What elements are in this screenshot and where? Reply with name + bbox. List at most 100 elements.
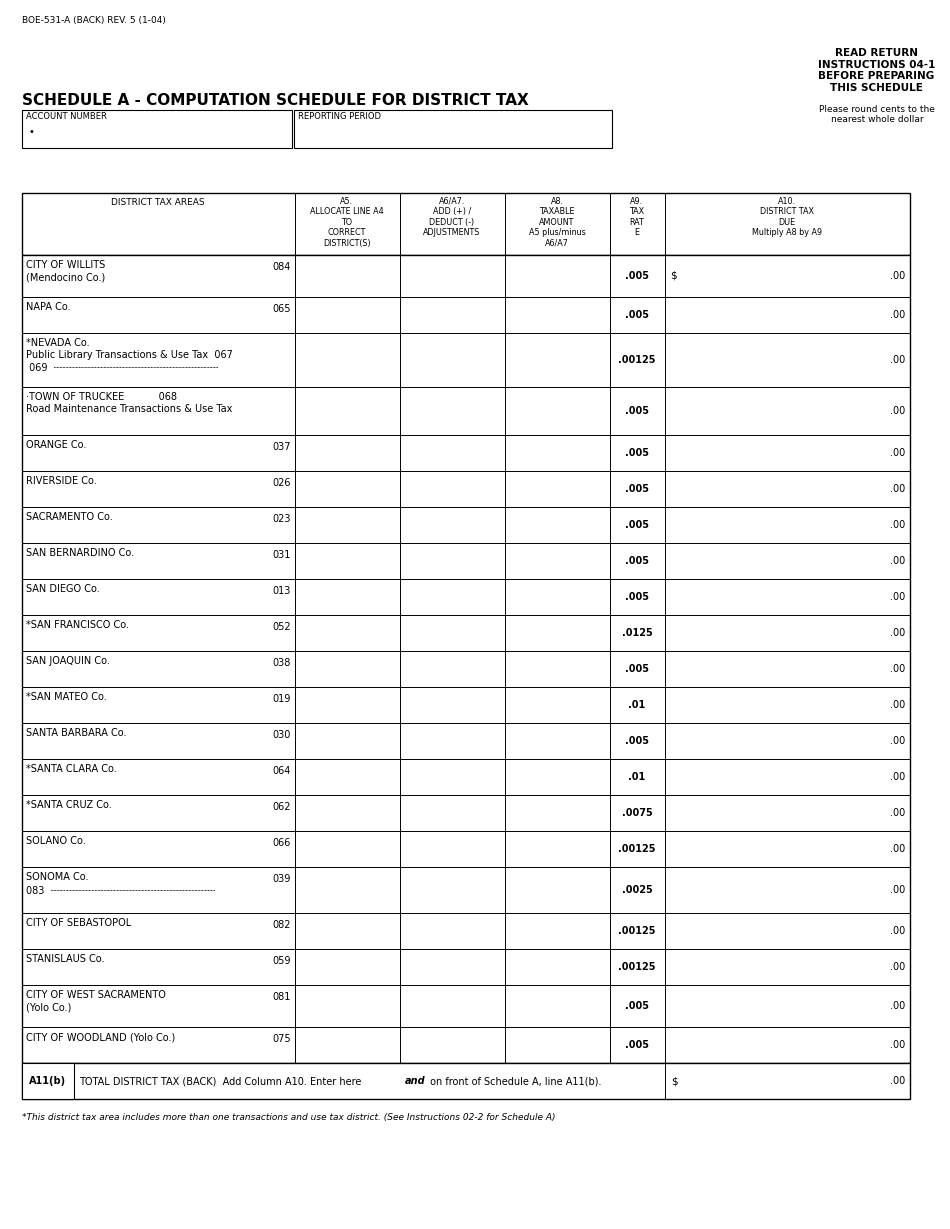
Text: .005: .005	[625, 1040, 649, 1050]
Text: 083  ┈┈┈┈┈┈┈┈┈┈┈┈┈┈┈┈┈┈┈┈┈┈┈┈┈┈┈┈: 083 ┈┈┈┈┈┈┈┈┈┈┈┈┈┈┈┈┈┈┈┈┈┈┈┈┈┈┈┈	[26, 886, 215, 896]
Text: .0075: .0075	[621, 807, 653, 819]
Text: ·TOWN OF TRUCKEE           068: ·TOWN OF TRUCKEE 068	[26, 392, 177, 402]
Text: .01: .01	[628, 701, 646, 710]
Text: .00: .00	[890, 355, 905, 365]
Text: 062: 062	[273, 803, 291, 812]
Text: 026: 026	[273, 478, 291, 488]
Text: BOE-531-A (BACK) REV. 5 (1-04): BOE-531-A (BACK) REV. 5 (1-04)	[22, 16, 166, 25]
Text: .00: .00	[890, 449, 905, 458]
Text: .00: .00	[890, 556, 905, 567]
Text: CITY OF WOODLAND (Yolo Co.): CITY OF WOODLAND (Yolo Co.)	[26, 1032, 175, 1042]
Text: REPORTING PERIOD: REPORTING PERIOD	[298, 112, 381, 120]
Text: .00: .00	[890, 592, 905, 602]
Bar	[294, 111, 612, 147]
Text: .0125: .0125	[621, 628, 653, 638]
Text: .005: .005	[625, 406, 649, 415]
Text: 084: 084	[273, 262, 291, 272]
Text: 013: 013	[273, 586, 291, 596]
Text: $: $	[671, 1077, 677, 1086]
Text: 052: 052	[273, 622, 291, 632]
Text: 037: 037	[273, 442, 291, 452]
Text: NAPA Co.: NAPA Co.	[26, 302, 70, 312]
Text: STANISLAUS Co.: STANISLAUS Co.	[26, 954, 104, 964]
Text: SAN BERNARDINO Co.: SAN BERNARDINO Co.	[26, 548, 134, 558]
Text: 075: 075	[273, 1034, 291, 1043]
Text: *SANTA CLARA Co.: *SANTA CLARA Co.	[26, 764, 117, 774]
Text: 023: 023	[273, 514, 291, 524]
Text: .005: .005	[625, 484, 649, 494]
Text: 038: 038	[273, 658, 291, 669]
Text: 069  ┈┈┈┈┈┈┈┈┈┈┈┈┈┈┈┈┈┈┈┈┈┈┈┈┈┈┈┈: 069 ┈┈┈┈┈┈┈┈┈┈┈┈┈┈┈┈┈┈┈┈┈┈┈┈┈┈┈┈	[26, 363, 219, 372]
Text: CITY OF SEBASTOPOL: CITY OF SEBASTOPOL	[26, 918, 131, 928]
Text: SOLANO Co.: SOLANO Co.	[26, 836, 86, 846]
Text: .00: .00	[890, 1000, 905, 1011]
Text: .0025: .0025	[621, 885, 653, 895]
Text: .00: .00	[890, 406, 905, 415]
Text: .005: .005	[625, 272, 649, 281]
Text: .00: .00	[890, 628, 905, 638]
Text: .00125: .00125	[618, 844, 656, 854]
Text: .00125: .00125	[618, 925, 656, 936]
Text: .00: .00	[890, 484, 905, 494]
Text: 064: 064	[273, 766, 291, 775]
Text: .00: .00	[890, 520, 905, 530]
Text: .005: .005	[625, 1000, 649, 1011]
Text: 019: 019	[273, 694, 291, 704]
Text: CITY OF WILLITS: CITY OF WILLITS	[26, 261, 105, 270]
Text: SONOMA Co.: SONOMA Co.	[26, 873, 88, 882]
Bar	[22, 111, 292, 147]
Text: .00: .00	[890, 885, 905, 895]
Text: $: $	[670, 272, 676, 281]
Text: .005: .005	[625, 310, 649, 320]
Text: .00125: .00125	[618, 962, 656, 972]
Text: 030: 030	[273, 730, 291, 740]
Text: ACCOUNT NUMBER: ACCOUNT NUMBER	[26, 112, 106, 120]
Text: .005: .005	[625, 556, 649, 567]
Text: *SANTA CRUZ Co.: *SANTA CRUZ Co.	[26, 800, 112, 810]
Bar	[22, 1063, 910, 1099]
Text: CITY OF WEST SACRAMENTO: CITY OF WEST SACRAMENTO	[26, 991, 166, 1000]
Text: Road Maintenance Transactions & Use Tax: Road Maintenance Transactions & Use Tax	[26, 404, 233, 414]
Text: (Yolo Co.): (Yolo Co.)	[26, 1002, 71, 1011]
Text: .00: .00	[890, 272, 905, 281]
Text: SCHEDULE A - COMPUTATION SCHEDULE FOR DISTRICT TAX: SCHEDULE A - COMPUTATION SCHEDULE FOR DI…	[22, 93, 529, 108]
Text: 039: 039	[273, 874, 291, 884]
Text: .00: .00	[890, 664, 905, 673]
Text: 082: 082	[273, 921, 291, 930]
Text: A10.
DISTRICT TAX
DUE
Multiply A8 by A9: A10. DISTRICT TAX DUE Multiply A8 by A9	[752, 197, 822, 237]
Text: Please round cents to the
nearest whole dollar: Please round cents to the nearest whole …	[819, 104, 935, 124]
Text: .00: .00	[890, 701, 905, 710]
Text: A6/A7.
ADD (+) /
DEDUCT (-)
ADJUSTMENTS: A6/A7. ADD (+) / DEDUCT (-) ADJUSTMENTS	[424, 197, 481, 237]
Text: SACRAMENTO Co.: SACRAMENTO Co.	[26, 512, 113, 522]
Text: READ RETURN
INSTRUCTIONS 04-1
BEFORE PREPARING
THIS SCHEDULE: READ RETURN INSTRUCTIONS 04-1 BEFORE PRE…	[818, 48, 935, 93]
Text: 031: 031	[273, 551, 291, 560]
Text: DISTRICT TAX AREAS: DISTRICT TAX AREAS	[111, 198, 205, 206]
Text: .01: .01	[628, 772, 646, 782]
Text: (Mendocino Co.): (Mendocino Co.)	[26, 272, 105, 281]
Text: .00: .00	[890, 1040, 905, 1050]
Text: A8.
TAXABLE
AMOUNT
A5 plus/minus
A6/A7: A8. TAXABLE AMOUNT A5 plus/minus A6/A7	[528, 197, 585, 247]
Text: SAN DIEGO Co.: SAN DIEGO Co.	[26, 584, 100, 594]
Text: .00: .00	[890, 310, 905, 320]
Text: on front of Schedule A, line A11(b).: on front of Schedule A, line A11(b).	[427, 1077, 601, 1086]
Text: .00: .00	[890, 1077, 905, 1086]
Text: .00125: .00125	[618, 355, 656, 365]
Text: A9.
TAX
RAT
E: A9. TAX RAT E	[630, 197, 644, 237]
Text: .005: .005	[625, 592, 649, 602]
Text: Public Library Transactions & Use Tax  067: Public Library Transactions & Use Tax 06…	[26, 350, 233, 360]
Text: *SAN MATEO Co.: *SAN MATEO Co.	[26, 692, 106, 702]
Text: *This district tax area includes more than one transactions and use tax district: *This district tax area includes more th…	[22, 1113, 556, 1122]
Text: .00: .00	[890, 925, 905, 936]
Text: A5.
ALLOCATE LINE A4
TO
CORRECT
DISTRICT(S): A5. ALLOCATE LINE A4 TO CORRECT DISTRICT…	[311, 197, 384, 247]
Text: RIVERSIDE Co.: RIVERSIDE Co.	[26, 476, 97, 485]
Text: •: •	[28, 127, 34, 136]
Text: and: and	[405, 1077, 426, 1086]
Text: *SAN FRANCISCO Co.: *SAN FRANCISCO Co.	[26, 619, 129, 630]
Text: .00: .00	[890, 736, 905, 746]
Text: .00: .00	[890, 844, 905, 854]
Text: .00: .00	[890, 772, 905, 782]
Text: SAN JOAQUIN Co.: SAN JOAQUIN Co.	[26, 656, 110, 666]
Text: SANTA BARBARA Co.: SANTA BARBARA Co.	[26, 728, 126, 737]
Text: .005: .005	[625, 520, 649, 530]
Text: 081: 081	[273, 992, 291, 1002]
